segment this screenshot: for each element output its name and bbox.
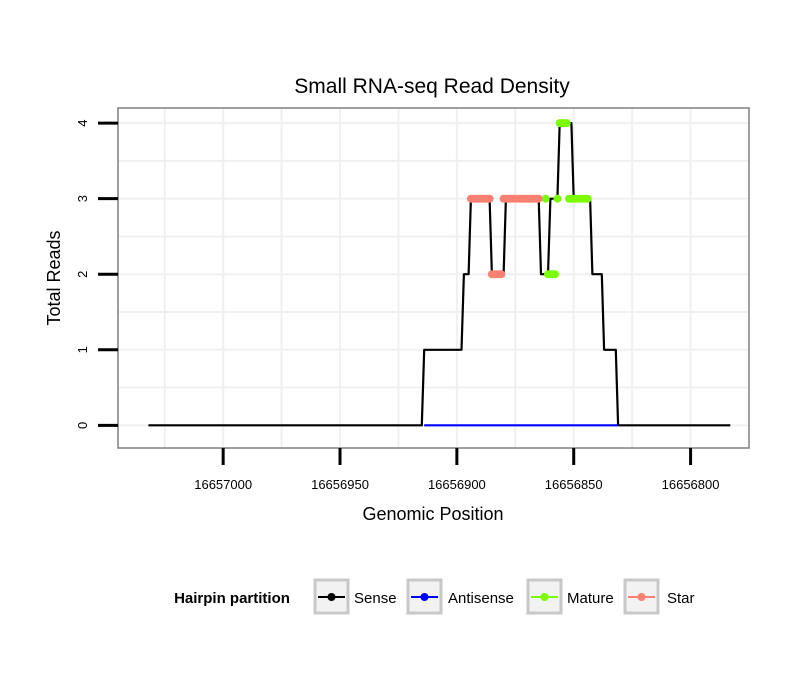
x-tick-label: 16656950 (311, 477, 369, 492)
y-axis: 0 1 2 3 4 (75, 119, 118, 429)
legend-item-star: Star (623, 578, 695, 615)
star-point (485, 194, 494, 203)
x-tick-label: 16656900 (428, 477, 486, 492)
gridlines (118, 108, 749, 448)
legend-key-point (637, 593, 646, 601)
chart-title: Small RNA-seq Read Density (294, 75, 570, 98)
legend-label-sense: Sense (354, 590, 397, 607)
legend-item-mature: Mature (526, 578, 614, 615)
x-tick-label: 16657000 (194, 477, 252, 492)
y-tick-label: 1 (75, 346, 90, 353)
mature-point (562, 119, 571, 128)
legend: Hairpin partition Sense Antisense Mature St… (174, 578, 695, 615)
y-tick-label: 3 (75, 195, 90, 202)
plot-panel (117, 107, 750, 449)
x-tick-label: 16656850 (545, 477, 603, 492)
legend-key-point (540, 593, 549, 601)
x-axis-label: Genomic Position (362, 504, 503, 524)
y-tick-label: 2 (75, 271, 90, 278)
y-tick-label: 0 (75, 422, 90, 429)
y-tick-label: 4 (75, 119, 90, 126)
legend-key-point (420, 593, 429, 601)
legend-item-antisense: Antisense (406, 578, 514, 615)
mature-point (583, 194, 592, 203)
legend-label-antisense: Antisense (448, 590, 514, 607)
x-tick-label: 16656800 (662, 477, 720, 492)
mature-point (551, 270, 559, 279)
star-point (497, 270, 506, 279)
mature-point (541, 194, 550, 203)
x-axis: 16657000 16656950 16656900 16656850 16656800 (194, 448, 719, 492)
y-axis-label: Total Reads (44, 230, 64, 325)
mature-point (553, 194, 562, 203)
series-layer (148, 119, 731, 427)
legend-title: Hairpin partition (174, 590, 290, 607)
legend-item-sense: Sense (313, 578, 397, 615)
star-point (534, 194, 543, 203)
legend-key-point (327, 593, 336, 601)
legend-label-mature: Mature (567, 590, 614, 607)
legend-label-star: Star (667, 590, 695, 607)
